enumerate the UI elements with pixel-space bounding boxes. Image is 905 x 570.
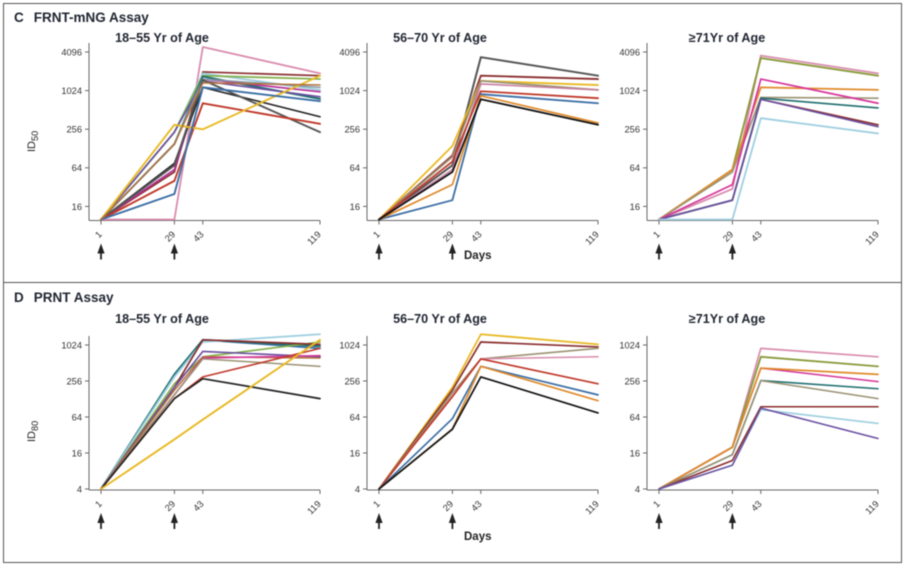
svg-text:4: 4 (355, 484, 360, 494)
svg-text:256: 256 (344, 125, 360, 135)
svg-text:256: 256 (66, 376, 82, 386)
svg-text:4096: 4096 (619, 47, 640, 57)
svg-text:29: 29 (441, 499, 455, 513)
svg-text:1: 1 (371, 499, 382, 510)
svg-text:1: 1 (651, 229, 662, 240)
svg-text:43: 43 (469, 499, 483, 513)
svg-text:1: 1 (371, 229, 382, 240)
svg-text:16: 16 (72, 202, 82, 212)
svg-text:1: 1 (93, 499, 104, 510)
svg-text:16: 16 (72, 448, 82, 458)
svg-text:119: 119 (863, 229, 881, 247)
svg-text:16: 16 (350, 202, 360, 212)
svg-text:43: 43 (191, 229, 205, 243)
svg-text:256: 256 (66, 125, 82, 135)
svg-text:29: 29 (721, 499, 735, 513)
svg-text:16: 16 (630, 448, 640, 458)
svg-text:43: 43 (749, 499, 763, 513)
svg-text:29: 29 (163, 229, 177, 243)
svg-text:64: 64 (72, 412, 82, 422)
svg-text:256: 256 (624, 376, 640, 386)
svg-text:43: 43 (749, 229, 763, 243)
svg-text:1024: 1024 (339, 340, 360, 350)
svg-text:29: 29 (163, 499, 177, 513)
svg-text:16: 16 (630, 202, 640, 212)
svg-text:4: 4 (635, 484, 640, 494)
svg-text:1024: 1024 (61, 86, 82, 96)
svg-text:1024: 1024 (619, 340, 640, 350)
svg-text:64: 64 (350, 412, 360, 422)
svg-text:16: 16 (350, 448, 360, 458)
svg-text:1024: 1024 (61, 340, 82, 350)
svg-text:119: 119 (863, 499, 881, 517)
svg-text:43: 43 (469, 229, 483, 243)
svg-text:29: 29 (441, 229, 455, 243)
svg-text:64: 64 (72, 163, 82, 173)
svg-text:1024: 1024 (339, 86, 360, 96)
svg-text:119: 119 (583, 229, 601, 247)
svg-text:29: 29 (721, 229, 735, 243)
svg-text:64: 64 (630, 412, 640, 422)
svg-text:256: 256 (624, 125, 640, 135)
svg-text:256: 256 (344, 376, 360, 386)
svg-text:119: 119 (305, 229, 323, 247)
svg-text:4096: 4096 (61, 47, 82, 57)
svg-text:119: 119 (305, 499, 323, 517)
svg-text:1: 1 (93, 229, 104, 240)
svg-text:64: 64 (350, 163, 360, 173)
svg-text:4096: 4096 (339, 47, 360, 57)
svg-text:1024: 1024 (619, 86, 640, 96)
svg-text:64: 64 (630, 163, 640, 173)
svg-text:43: 43 (191, 499, 205, 513)
svg-text:119: 119 (583, 499, 601, 517)
svg-text:1: 1 (651, 499, 662, 510)
svg-text:4: 4 (77, 484, 82, 494)
